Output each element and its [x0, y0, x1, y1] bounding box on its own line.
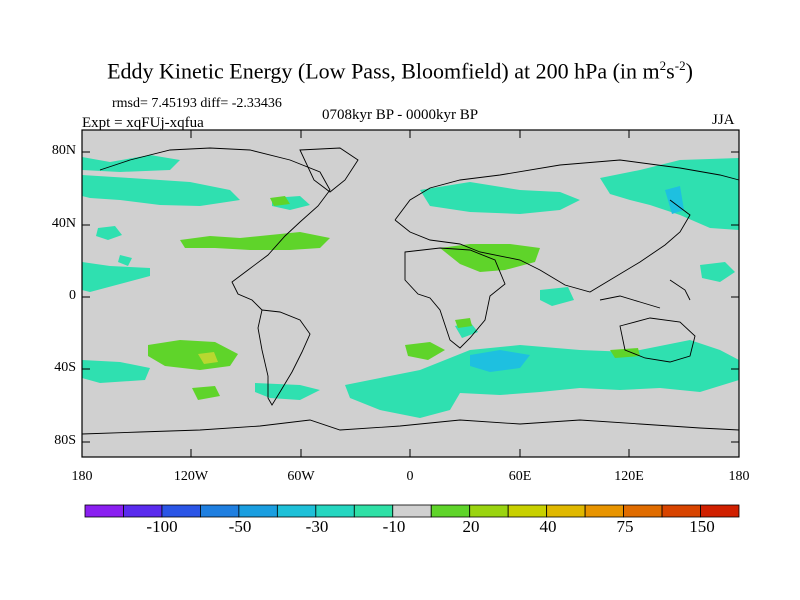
anomaly-negative-region	[82, 262, 150, 292]
y-label-40n: 40N	[51, 216, 76, 231]
x-label-180w: 180	[71, 469, 93, 484]
anomaly-negative-region	[255, 383, 320, 400]
y-label-40s: 40S	[54, 360, 76, 375]
colorbar-swatch	[123, 504, 163, 518]
colorbar-label: -10	[382, 517, 406, 536]
colorbar-swatch	[469, 504, 509, 518]
colorbar-label: 40	[539, 517, 557, 536]
coastline-europe-asia	[394, 159, 740, 293]
anomaly-negative-region	[700, 262, 735, 282]
x-label-60e: 60E	[508, 469, 532, 484]
colorbar-label: -30	[305, 517, 329, 536]
anomaly-positive-region	[180, 232, 330, 250]
x-label-0: 0	[406, 469, 414, 484]
colorbar-label: -50	[228, 517, 252, 536]
anomaly-positive-region	[455, 318, 472, 328]
anomaly-negative-region	[540, 287, 574, 306]
anomaly-positive-region	[610, 348, 640, 358]
anomaly-negative-region	[82, 360, 150, 383]
colorbar-label: 20	[462, 517, 480, 536]
coastline-greenland	[299, 147, 359, 193]
colorbar-swatch	[315, 504, 355, 518]
colorbar-swatch	[161, 504, 201, 518]
coastline-antarctica	[81, 419, 740, 435]
colorbar-label: 75	[616, 517, 634, 536]
anomaly-positive-region	[270, 196, 290, 206]
colorbar-swatch	[507, 504, 548, 518]
x-ticks	[190, 130, 630, 457]
x-label-60w: 60W	[287, 469, 315, 484]
x-label-120e: 120E	[614, 469, 644, 484]
y-ticks	[82, 151, 739, 443]
coastline-south-america	[257, 309, 311, 406]
anomaly-positive-region	[405, 342, 445, 360]
colorbar-swatch	[546, 504, 586, 518]
season-label: JJA	[712, 112, 735, 128]
colorbar-swatch	[392, 504, 432, 518]
colorbar	[84, 504, 740, 518]
anomaly-negative-strong-region	[470, 350, 530, 372]
colorbar-swatch	[353, 504, 394, 518]
colorbar-label: 150	[689, 517, 715, 536]
colorbar-swatch	[623, 504, 663, 518]
period-label: 0708kyr BP - 0000kyr BP	[322, 107, 479, 123]
x-label-180e: 180	[728, 469, 750, 484]
anomaly-field	[82, 155, 739, 418]
chart-title: Eddy Kinetic Energy (Low Pass, Bloomfiel…	[107, 58, 693, 84]
anomaly-negative-region	[345, 340, 739, 418]
colorbar-swatch	[276, 504, 317, 518]
y-label-80s: 80S	[54, 433, 76, 448]
colorbar-swatch	[661, 504, 701, 518]
coastline-north-america	[99, 147, 331, 311]
stats-text: rmsd= 7.45193 diff= -2.33436	[112, 96, 282, 111]
coastline-australia	[619, 317, 696, 363]
anomaly-negative-region	[82, 175, 240, 206]
experiment-label: Expt = xqFUj-xqfua	[82, 115, 204, 131]
anomaly-negative-region	[96, 226, 122, 240]
coastline-africa	[404, 247, 506, 349]
colorbar-swatch	[430, 504, 471, 518]
colorbar-swatch	[584, 504, 624, 518]
y-label-0: 0	[69, 288, 76, 303]
anomaly-positive-region	[148, 340, 238, 370]
anomaly-positive-strong-region	[198, 352, 218, 364]
colorbar-swatch	[700, 504, 740, 518]
anomaly-negative-region	[420, 182, 580, 214]
y-label-80n: 80N	[51, 143, 76, 158]
colorbar-swatch	[200, 504, 240, 518]
colorbar-swatch	[84, 504, 124, 518]
colorbar-label: -100	[146, 517, 178, 536]
anomaly-negative-region	[118, 255, 132, 266]
anomaly-positive-region	[192, 386, 220, 400]
coastline-southeast-asia	[599, 279, 691, 309]
coastlines	[81, 147, 740, 435]
x-label-120w: 120W	[173, 469, 209, 484]
colorbar-swatch	[238, 504, 278, 518]
